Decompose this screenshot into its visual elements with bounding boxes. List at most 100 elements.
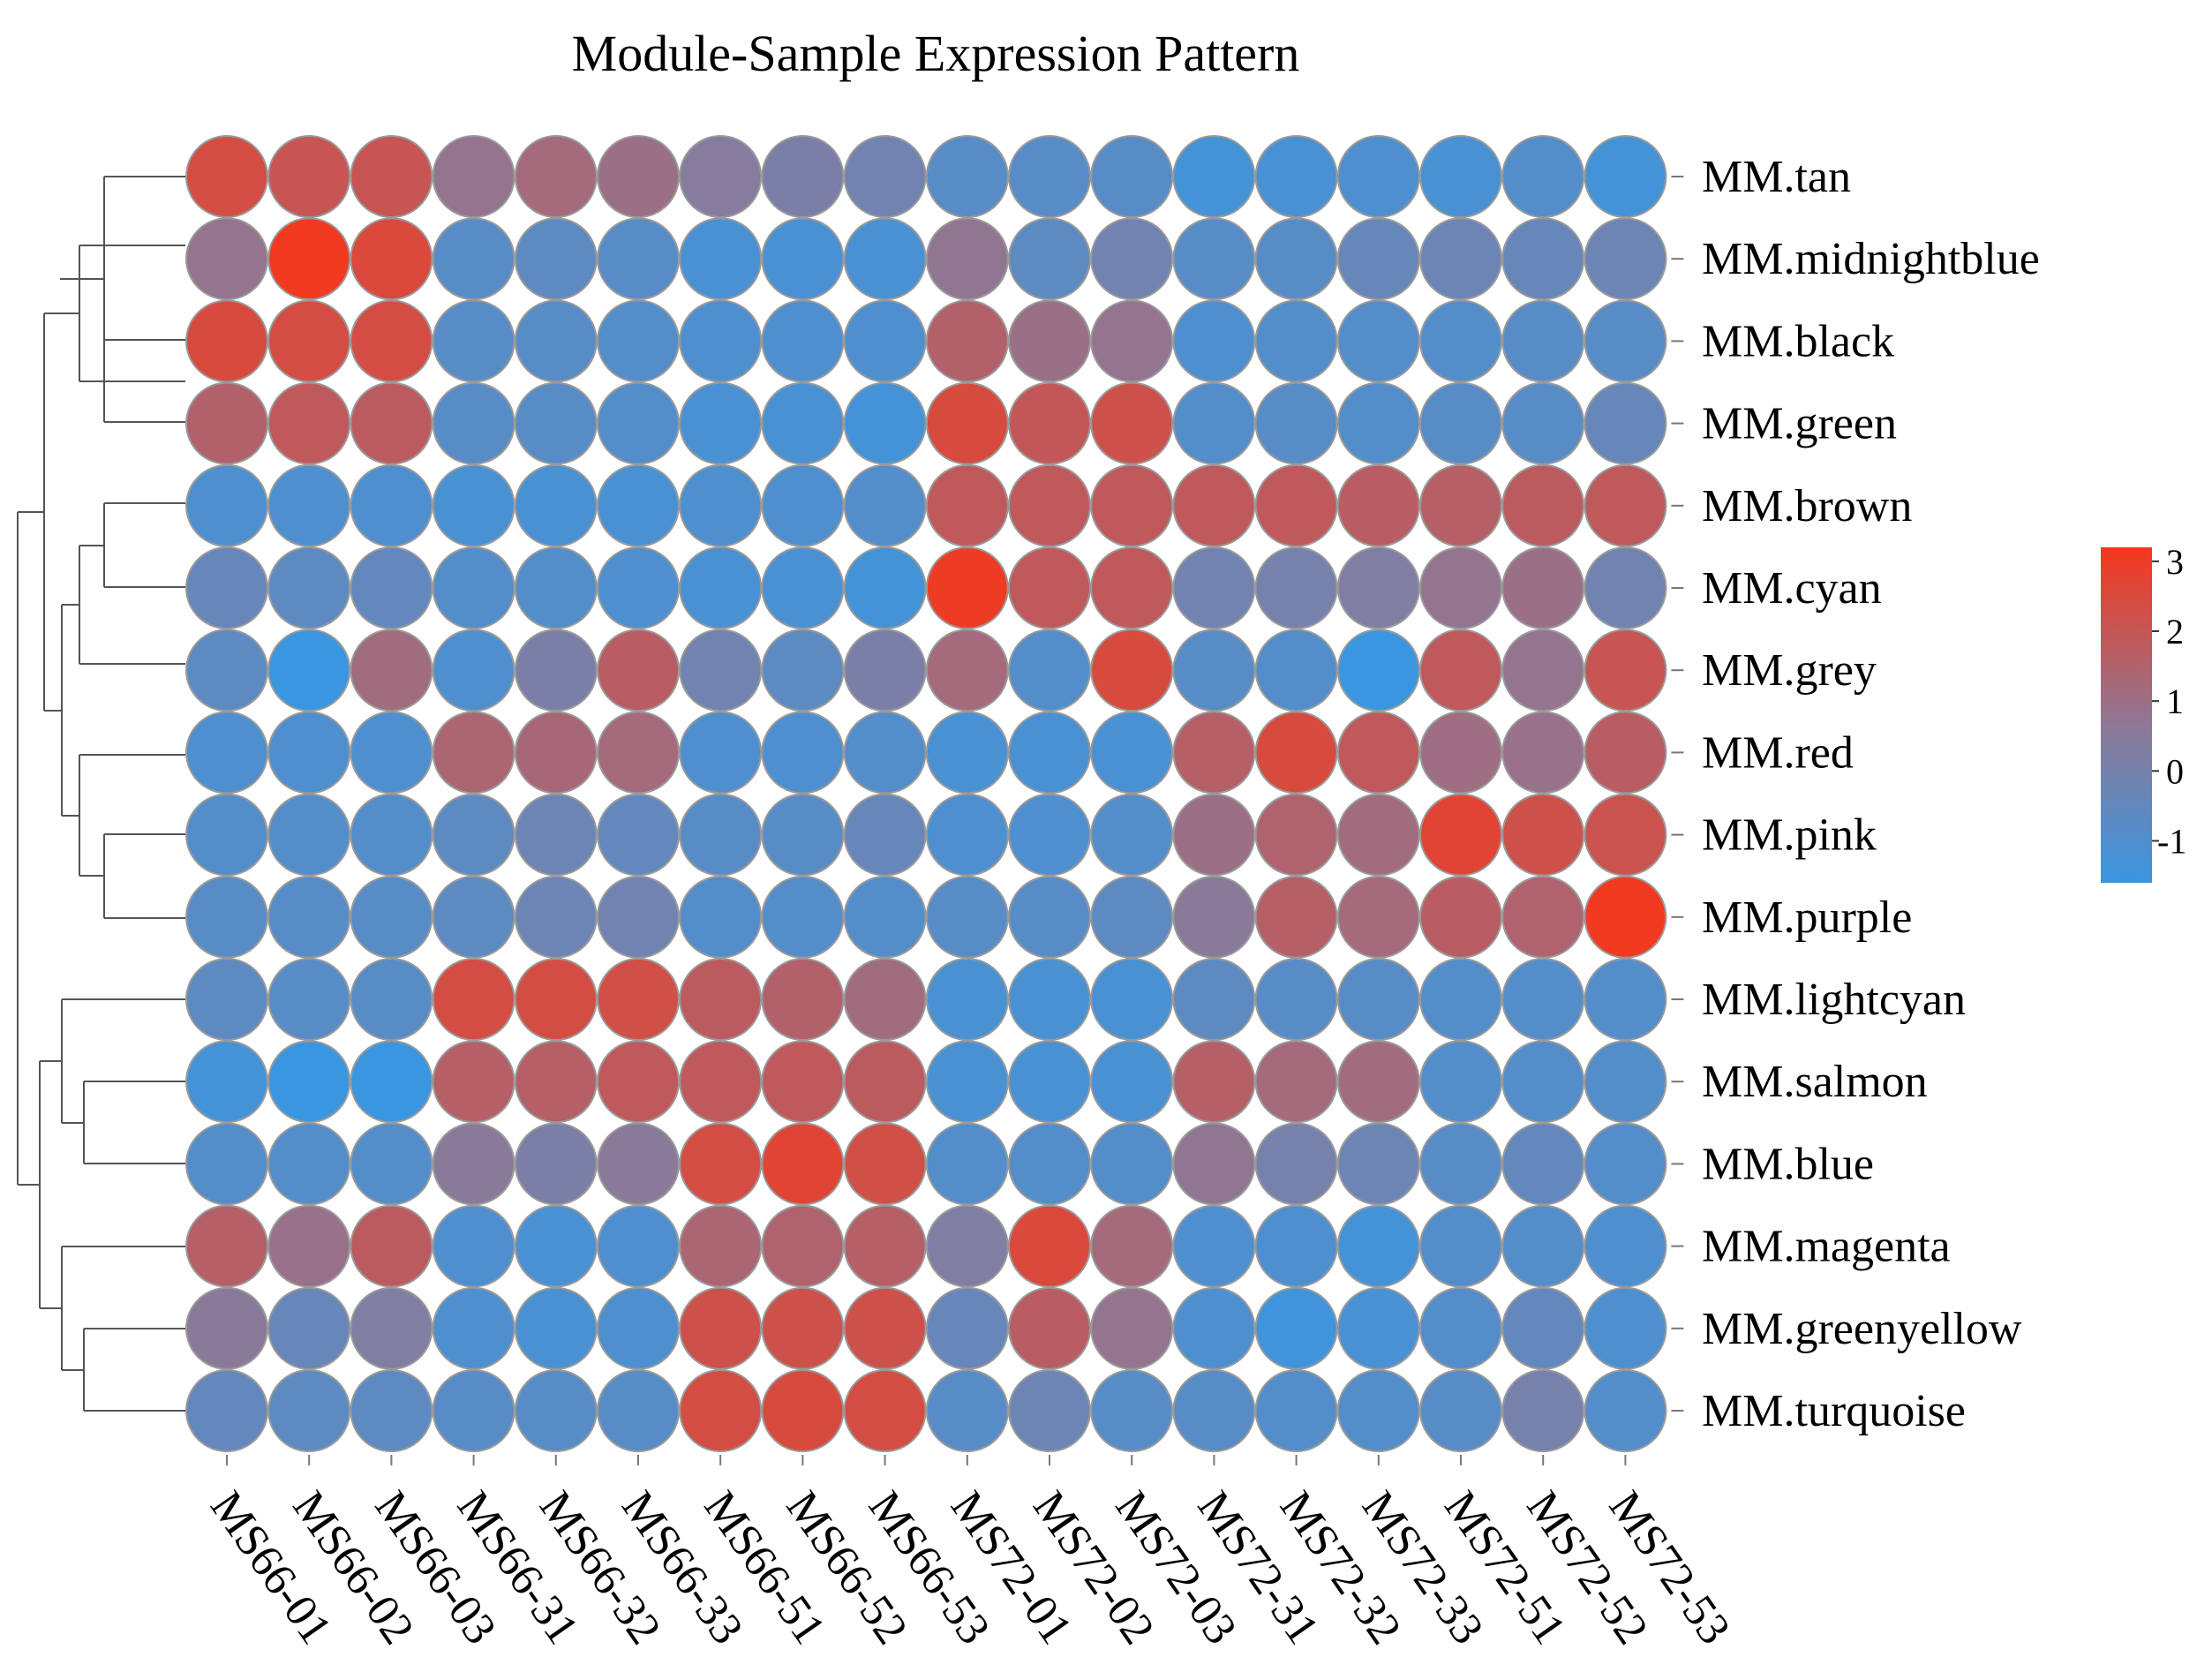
bubble-cell [350,1204,433,1288]
bubble-cell [185,711,268,795]
bubble-cell [185,1204,268,1288]
bubble-cell [597,463,680,547]
bubble-cell [843,793,927,877]
bubble-cell [761,629,845,712]
bubble-cell [432,1286,515,1370]
bubble-cell [1008,1040,1091,1124]
bubble-cell [679,1286,763,1370]
bubble-cell [432,1369,515,1452]
bubble-cell [1172,1122,1256,1206]
bubble-cell [350,217,433,301]
bubble-cell [843,217,927,301]
bubble-cell [1008,629,1091,712]
bubble-cell [1419,381,1502,465]
bubble-cell [1336,299,1420,383]
bubble-cell [679,135,763,218]
bubble-cell [514,217,598,301]
bubble-cell [1254,1122,1338,1206]
bubble-cell [267,217,351,301]
bubble-cell [843,629,927,712]
bubble-cell [514,381,598,465]
bubble-cell [1584,629,1667,712]
bubble-cell [1584,135,1667,218]
bubble-cell [1584,958,1667,1041]
bubble-cell [267,546,351,629]
bubble-cell [1172,1040,1256,1124]
bubble-cell [1172,1369,1256,1452]
bubble-cell [432,958,515,1041]
bubble-cell [185,1122,268,1206]
bubble-cell [843,958,927,1041]
bubble-cell [1419,1040,1502,1124]
bubble-cell [843,711,927,795]
bubble-cell [1584,875,1667,959]
bubble-cell [925,135,1009,218]
bubble-cell [185,1040,268,1124]
bubble-cell [843,299,927,383]
bubble-cell [432,299,515,383]
bubble-cell [267,463,351,547]
bubble-cell [1584,381,1667,465]
bubble-cell [679,629,763,712]
bubble-cell [514,1369,598,1452]
bubble-cell [1090,381,1174,465]
bubble-cell [1419,958,1502,1041]
bubble-cell [1501,1204,1585,1288]
bubble-cell [1254,546,1338,629]
bubble-cell [1172,875,1256,959]
bubble-cell [761,1204,845,1288]
bubble-cell [761,1122,845,1206]
bubble-cell [925,875,1009,959]
bubble-cell [843,463,927,547]
bubble-cell [1584,1122,1667,1206]
bubble-cell [1501,381,1585,465]
bubble-cell [1008,135,1091,218]
bubble-cell [1008,299,1091,383]
bubble-cell [1090,793,1174,877]
bubble-cell [432,381,515,465]
bubble-cell [1584,1204,1667,1288]
bubble-cell [185,546,268,629]
row-label: MM.purple [1702,893,1912,943]
bubble-cell [1584,299,1667,383]
bubble-cell [1172,1286,1256,1370]
bubble-cell [1501,1286,1585,1370]
bubble-cell [1008,463,1091,547]
bubble-cell [1008,217,1091,301]
bubble-cell [185,1369,268,1452]
bubble-cell [1419,629,1502,712]
bubble-cell [267,299,351,383]
bubble-cell [925,546,1009,629]
bubble-cell [1008,1369,1091,1452]
bubble-cell [350,629,433,712]
bubble-cell [267,958,351,1041]
bubble-cell [1090,299,1174,383]
bubble-cell [432,875,515,959]
bubble-cell [1584,793,1667,877]
bubble-cell [597,1122,680,1206]
bubble-cell [925,299,1009,383]
bubble-cell [267,875,351,959]
row-label: MM.blue [1702,1139,1874,1189]
bubble-cell [1336,381,1420,465]
bubble-cell [1584,711,1667,795]
bubble-cell [514,1204,598,1288]
bubble-cell [1336,217,1420,301]
bubble-cell [761,381,845,465]
bubble-cell [1419,546,1502,629]
bubble-cell [1254,958,1338,1041]
bubble-cell [597,1286,680,1370]
bubble-cell [679,1122,763,1206]
legend-tick-label: 2 [2166,612,2184,652]
bubble-cell [1501,793,1585,877]
bubble-cell [185,629,268,712]
bubble-cell [1419,875,1502,959]
bubble-cell [761,958,845,1041]
bubble-cell [267,1369,351,1452]
bubble-cell [1008,381,1091,465]
bubble-cell [1501,299,1585,383]
bubble-cell [1501,958,1585,1041]
bubble-cell [1501,546,1585,629]
bubble-cell [267,135,351,218]
bubble-cell [1090,1122,1174,1206]
